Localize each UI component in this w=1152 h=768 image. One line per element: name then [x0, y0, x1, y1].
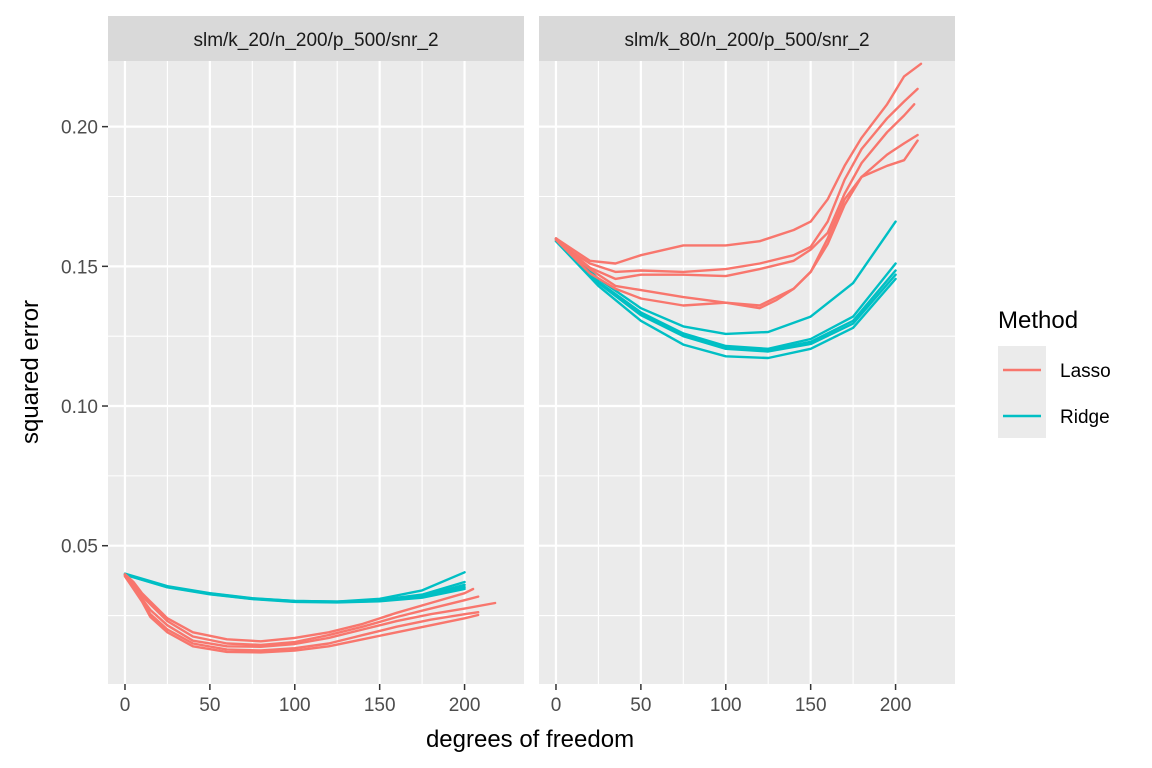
- legend-label-ridge: Ridge: [1060, 407, 1110, 428]
- panel-background: [108, 61, 524, 684]
- series-line-ridge-5: [123, 573, 466, 604]
- series-line-lasso-6: [123, 573, 475, 643]
- facet-panel-2: slm/k_80/n_200/p_500/snr_2 0 50 100 150 200: [539, 16, 955, 716]
- y-axis-title: squared error: [17, 300, 44, 444]
- x-tick-label: 150: [364, 695, 396, 716]
- y-tick-label: 0.15: [61, 257, 98, 278]
- series-line-ridge-4: [554, 239, 897, 353]
- facet-strip-label: slm/k_80/n_200/p_500/snr_2: [624, 30, 869, 51]
- panels: slm/k_20/n_200/p_500/snr_2 0 50 100 150 200 0.…: [61, 16, 955, 716]
- series-line-lasso-6: [554, 62, 923, 265]
- series-line-lasso-8: [123, 574, 497, 648]
- x-tick-label: 100: [710, 695, 742, 716]
- x-tick-label: 0: [551, 695, 562, 716]
- series-line-lasso-9: [554, 133, 919, 307]
- x-tick-label: 200: [880, 695, 912, 716]
- facet-panel-1: slm/k_20/n_200/p_500/snr_2 0 50 100 150 200 0.…: [61, 16, 524, 716]
- y-tick-label: 0.10: [61, 397, 98, 418]
- legend-entries: Lasso Ridge: [1003, 361, 1111, 428]
- legend: Method Lasso Ridge: [998, 307, 1111, 438]
- x-tick-label: 50: [630, 695, 651, 716]
- x-tick-label: 200: [449, 695, 481, 716]
- legend-title: Method: [998, 307, 1078, 334]
- series-line-lasso-8: [554, 103, 916, 281]
- series-line-ridge-1: [554, 220, 897, 336]
- x-tick-label: 150: [795, 695, 827, 716]
- series-line-lasso-10: [554, 139, 919, 310]
- x-tick-label: 50: [199, 695, 220, 716]
- facet-strip: [108, 16, 524, 61]
- series-line-ridge-5: [554, 239, 897, 360]
- x-tick-label: 100: [279, 695, 311, 716]
- series-line-lasso-10: [123, 575, 480, 654]
- series-line-lasso-7: [123, 573, 480, 647]
- panel-background: [539, 61, 955, 684]
- facet-strip-label: slm/k_20/n_200/p_500/snr_2: [193, 30, 438, 51]
- x-axis-title: degrees of freedom: [426, 726, 634, 753]
- legend-key-background: [998, 346, 1046, 438]
- series-line-lasso-7: [554, 87, 919, 274]
- legend-label-lasso: Lasso: [1060, 361, 1111, 382]
- x-tick-label: 0: [120, 695, 131, 716]
- facet-strip: [539, 16, 955, 61]
- y-tick-label: 0.05: [61, 537, 98, 558]
- y-tick-label: 0.20: [61, 118, 98, 139]
